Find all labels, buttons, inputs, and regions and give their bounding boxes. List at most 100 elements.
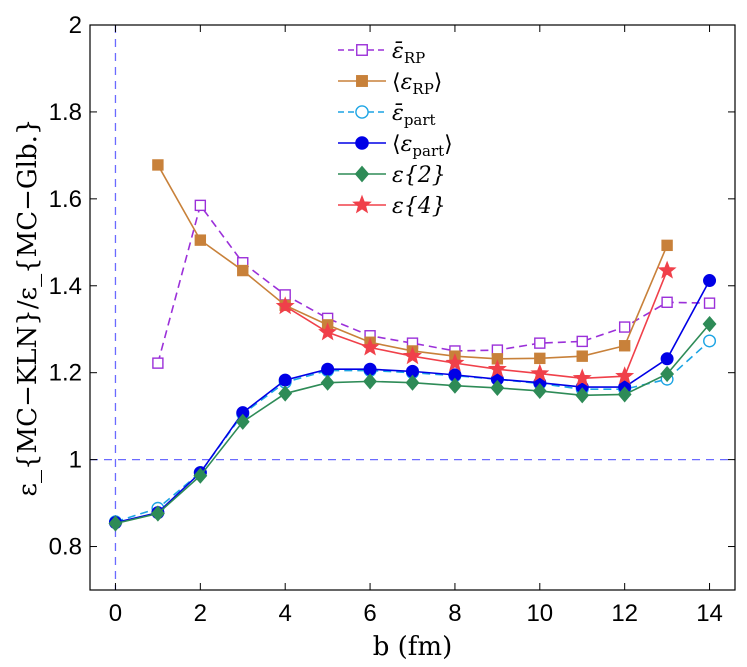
data-point-s0-12 (661, 296, 673, 308)
legend-marker-1 (356, 75, 368, 87)
x-tick-label-7: 14 (696, 600, 723, 627)
data-point-s2-14 (703, 334, 717, 348)
legend-item-0: ε̄RP (338, 39, 425, 67)
plot-frame (89, 24, 736, 591)
y-tick-label-0: 0.8 (49, 534, 82, 561)
data-point-s4-2 (193, 467, 208, 484)
legend-label-4: ε{2} (392, 163, 446, 188)
data-point-s5-7 (572, 368, 592, 387)
legend-item-5: ε{4} (338, 194, 446, 219)
legend-marker-3 (355, 136, 369, 150)
legend-item-1: ⟨εRP⟩ (338, 70, 442, 98)
data-point-s4-1 (150, 505, 165, 522)
series-line-5 (284, 270, 668, 380)
legend-symbol-5: ε{4} (392, 194, 446, 219)
data-point-s0-10 (576, 335, 588, 348)
series-layer (108, 159, 717, 532)
legend-label-3: ⟨εpart⟩ (392, 132, 453, 160)
y-tick-label-5: 1.8 (49, 99, 82, 126)
axis-ticks: 0 2 4 6 8 10 12 14 0.8 1 1.2 1.4 1.6 1.8 2 (49, 12, 735, 627)
data-point-s5-8 (615, 366, 635, 385)
legend-item-3: ⟨εpart⟩ (338, 132, 453, 160)
legend-label-0: ε̄RP (392, 39, 425, 67)
x-tick-label-5: 10 (526, 600, 553, 627)
data-point-s0-13 (703, 297, 716, 309)
data-point-s0-1 (194, 199, 207, 212)
y-tick-label-2: 1.2 (49, 360, 82, 387)
legend-subscript-3: part (412, 142, 444, 160)
legend-marker-2 (355, 105, 369, 119)
y-tick-label-3: 1.4 (49, 273, 82, 300)
data-point-s5-0 (275, 296, 295, 315)
data-point-s1-12 (661, 239, 673, 252)
data-point-s4-3 (235, 413, 250, 430)
series-line-0 (157, 203, 710, 364)
legend-symbol-0: ε̄ (392, 39, 404, 64)
x-tick-label-0: 0 (109, 600, 122, 627)
data-point-s3-14 (703, 274, 717, 288)
series-5 (275, 260, 677, 387)
legend-symbol-1: ε (401, 70, 413, 95)
data-point-s4-0 (108, 515, 123, 532)
x-tick-label-2: 4 (279, 600, 292, 627)
data-point-s1-9 (534, 352, 546, 365)
data-point-s5-5 (487, 359, 507, 378)
data-point-s4-7 (405, 374, 420, 391)
data-point-s0-11 (618, 321, 631, 333)
legend-subscript-1: RP (412, 80, 433, 98)
data-point-s5-1 (318, 322, 338, 341)
data-point-s0-0 (152, 357, 164, 369)
legend-symbol-3: ε (401, 132, 413, 157)
series-4 (108, 315, 717, 532)
data-point-s0-9 (534, 337, 546, 349)
data-point-s4-10 (532, 382, 547, 400)
legend-marker-4 (354, 165, 370, 183)
legend-subscript-2: part (404, 111, 436, 129)
legend-marker-5 (352, 194, 372, 214)
data-point-s5-4 (445, 353, 465, 372)
data-point-s4-9 (490, 379, 505, 396)
y-tick-label-4: 1.6 (49, 186, 82, 213)
x-tick-label-6: 12 (611, 600, 638, 627)
data-point-s3-4 (278, 373, 292, 387)
data-point-s1-11 (618, 340, 631, 352)
data-point-s1-10 (576, 350, 588, 362)
legend-label-2: ε̄part (392, 101, 436, 129)
data-point-s5-6 (530, 363, 550, 382)
legend: ε̄RP⟨εRP⟩ε̄part⟨εpart⟩ε{2}ε{4} (338, 39, 453, 219)
legend-label-5: ε{4} (392, 194, 446, 219)
data-point-s1-1 (194, 234, 207, 246)
data-point-s4-8 (448, 377, 462, 394)
data-point-s1-0 (152, 159, 164, 171)
data-point-s5-3 (403, 346, 422, 365)
data-point-s5-9 (657, 260, 677, 279)
data-point-s4-6 (363, 373, 377, 390)
data-point-s3-13 (660, 352, 674, 366)
x-tick-label-1: 2 (194, 600, 207, 627)
data-point-s3-5 (321, 362, 335, 376)
legend-item-4: ε{2} (338, 163, 446, 188)
reference-lines (90, 25, 735, 590)
data-point-s1-2 (237, 264, 249, 277)
data-point-s4-5 (320, 374, 335, 391)
y-tick-label-1: 1 (69, 447, 82, 474)
data-point-s4-13 (660, 365, 675, 383)
data-point-s5-2 (360, 337, 380, 356)
y-axis-label: ε_{MC−KLN}/ε_{MC−Glb.} (13, 119, 43, 497)
y-tick-label-6: 2 (69, 12, 82, 39)
legend-subscript-0: RP (404, 49, 425, 67)
x-tick-label-4: 8 (448, 600, 461, 627)
legend-item-2: ε̄part (338, 101, 436, 129)
data-point-s4-14 (702, 315, 717, 333)
data-point-s3-6 (363, 362, 377, 376)
data-point-s4-11 (575, 387, 590, 404)
x-tick-label-3: 6 (363, 600, 376, 627)
legend-symbol-2: ε̄ (392, 101, 404, 126)
axis-labels: b (fm) ε_{MC−KLN}/ε_{MC−Glb.} (13, 119, 452, 662)
x-axis-label: b (fm) (373, 632, 452, 662)
legend-symbol-4: ε{2} (392, 163, 446, 188)
legend-label-1: ⟨εRP⟩ (392, 70, 442, 98)
data-point-s4-4 (278, 385, 293, 402)
data-point-s4-12 (617, 386, 632, 403)
